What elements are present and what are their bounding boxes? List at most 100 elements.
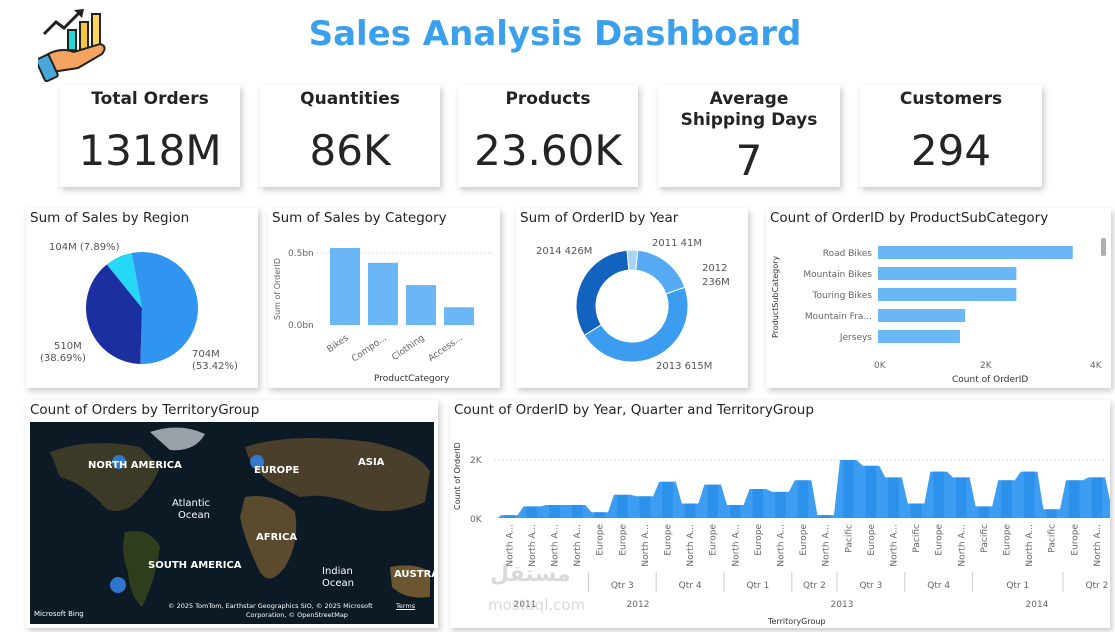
area-point-18 (910, 503, 922, 518)
quarter-label: Qtr 3 (859, 581, 882, 591)
watermark-url: mostaql.com (488, 596, 586, 614)
slice-label: 704M (192, 349, 220, 360)
x-tick-label: Europe (935, 524, 945, 556)
kpi-label: Products (505, 89, 591, 109)
slice-label: 2011 41M (652, 238, 702, 249)
slice-label: 2014 426M (536, 246, 593, 257)
kpi-label: Average Shipping Days (680, 89, 818, 130)
area-point-12 (775, 491, 786, 518)
slice-label: (38.69%) (40, 353, 86, 364)
quarter-label: Qtr 1 (1006, 581, 1029, 591)
terms-link[interactable]: Terms (396, 602, 416, 610)
map-label-australia: AUSTRAL (394, 569, 434, 580)
y-tick-label: Mountain Fra... (805, 312, 872, 322)
slice-label: 104M (7.89%) (49, 242, 120, 253)
bar-3 (878, 309, 966, 322)
area-point-15 (843, 460, 854, 518)
x-tick-label: North A... (822, 524, 832, 567)
y-tick-label: Jerseys (839, 333, 872, 343)
slice-label: 510M (54, 341, 82, 352)
quarter-label: Qtr 4 (679, 581, 702, 591)
satellite-map[interactable]: NORTH AMERICA EUROPE ASIA Atlantic Ocean… (30, 422, 434, 624)
map-bubble-europe[interactable] (250, 455, 264, 469)
quarter-label: Qtr 1 (746, 581, 769, 591)
bar-0 (878, 246, 1073, 259)
area-point-17 (888, 477, 899, 518)
x-tick-label: North A... (551, 524, 561, 567)
y-axis-label: Count of OrderID (453, 442, 462, 510)
subcategory-bar-chart: Road Bikes Mountain Bikes Touring Bikes Mou… (771, 238, 1106, 385)
x-tick-label: 2K (980, 361, 993, 371)
bar-1 (878, 267, 1017, 280)
scrollbar (1101, 238, 1106, 256)
map-label-north-america: NORTH AMERICA (88, 460, 182, 471)
map-label-atlantic: Atlantic (172, 498, 211, 509)
quarter-label: Qtr 4 (927, 581, 950, 591)
quarter-label: Qtr 2 (803, 581, 826, 591)
trend-area-chart: Count of OrderID 2K 0K North A... North A… (453, 442, 1110, 626)
area-point-11 (752, 489, 764, 518)
kpi-value: 23.60K (474, 126, 622, 175)
category-bar-panel[interactable]: Sum of Sales by Category Bikes Compo... Cl… (268, 208, 500, 388)
x-tick-label: North A... (777, 524, 787, 567)
area-point-3 (571, 504, 583, 518)
kpi-card-customers[interactable]: Customers 294 (860, 85, 1042, 187)
bing-logo: Microsoft Bing (34, 610, 84, 618)
pie-slice-1 (85, 264, 142, 364)
y-tick-label: 2K (470, 456, 483, 466)
x-axis-label: ProductCategory (374, 374, 450, 384)
area-point-4 (594, 512, 605, 518)
bar-3 (444, 307, 474, 325)
area-point-21 (978, 506, 990, 518)
x-tick-label: North A... (686, 524, 696, 567)
slice-label: 2013 615M (656, 361, 713, 372)
panel-title: Count of Orders by TerritoryGroup (30, 402, 260, 418)
bar-4 (878, 330, 960, 343)
kpi-card-products[interactable]: Products 23.60K (458, 85, 638, 187)
watermark-arabic: مستقل (490, 562, 571, 587)
x-tick-label: North A... (957, 524, 967, 567)
x-tick-label: North A... (890, 524, 900, 567)
pie-slice-0 (106, 252, 142, 308)
x-tick-label: Europe (1070, 524, 1080, 556)
map-label-indian-ocean: Ocean (322, 578, 354, 589)
area-point-13 (797, 480, 809, 518)
year-donut-panel[interactable]: Sum of OrderID by Year 2014 426M 2011 41… (516, 208, 748, 388)
kpi-card-total-orders[interactable]: Total Orders 1318M (60, 85, 240, 187)
kpi-value: 294 (910, 126, 992, 175)
trend-area-panel[interactable]: Count of OrderID by Year, Quarter and Te… (450, 400, 1110, 628)
x-tick-label: Europe (618, 524, 628, 556)
y-tick-label: 0.0bn (288, 321, 314, 331)
y-tick-label: 0.5bn (288, 249, 314, 259)
area-point-8 (684, 503, 696, 518)
category-bar-chart: Bikes Compo... Clothing Access... 0.5bn 0.0… (273, 248, 493, 384)
y-axis-label: ProductSubCategory (771, 256, 780, 338)
area-point-0 (504, 515, 515, 518)
kpi-value: 7 (735, 136, 763, 185)
x-tick-label: Europe (1003, 524, 1013, 556)
y-tick-label: Touring Bikes (812, 291, 873, 301)
map-label-asia: ASIA (358, 457, 385, 468)
year-label: 2012 (627, 600, 650, 610)
map-bubble-pacific[interactable] (110, 577, 126, 593)
kpi-card-avg-shipping-days[interactable]: Average Shipping Days 7 (658, 85, 840, 187)
x-tick-label: Europe (709, 524, 719, 556)
territory-map-panel[interactable]: Count of Orders by TerritoryGroup NORTH … (26, 400, 438, 628)
area-point-26 (1091, 477, 1103, 518)
y-tick-label: Road Bikes (823, 249, 873, 259)
map-label-indian: Indian (322, 566, 353, 577)
x-tick-label: North A... (1093, 524, 1103, 567)
logo (35, 6, 112, 83)
region-pie-chart (85, 252, 198, 364)
region-pie-panel[interactable]: Sum of Sales by Region 104M (7.89%) 510M… (26, 208, 258, 388)
x-tick-label: Clothing (390, 333, 426, 363)
kpi-card-quantities[interactable]: Quantities 86K (260, 85, 440, 187)
kpi-label: Total Orders (91, 89, 209, 109)
slice-label: (53.42%) (192, 361, 238, 372)
map-credit: © 2025 TomTom, Earthstar Geographics SIO… (168, 602, 373, 610)
subcategory-bar-panel[interactable]: Count of OrderID by ProductSubCategory R… (766, 208, 1111, 388)
quarter-label: Qtr 2 (1085, 581, 1108, 591)
donut-slice-2012 (635, 249, 686, 295)
y-tick-label: 0K (470, 515, 483, 525)
map-bubble-north-america[interactable] (112, 455, 126, 469)
